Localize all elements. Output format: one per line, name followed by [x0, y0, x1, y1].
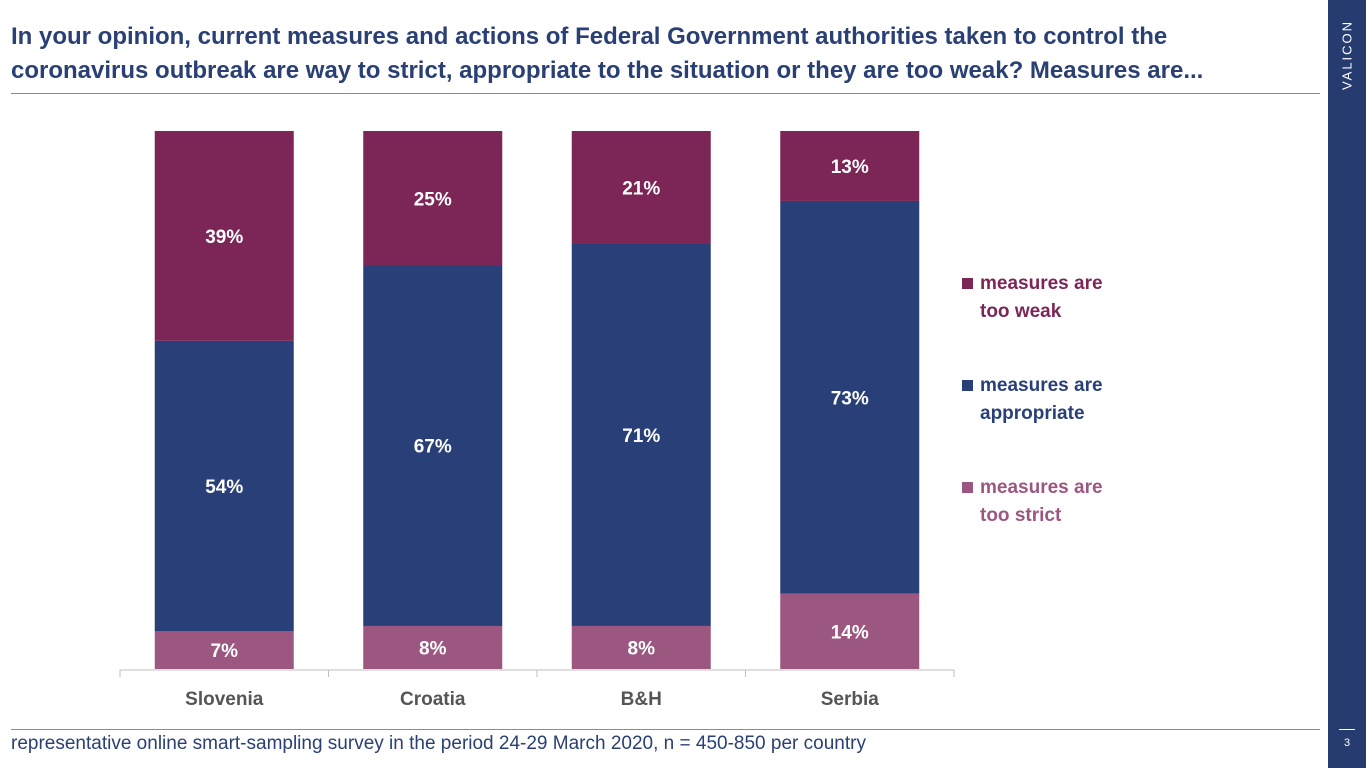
- x-tick-label: Serbia: [821, 689, 880, 710]
- data-label: 73%: [831, 388, 869, 409]
- data-label: 25%: [414, 189, 452, 210]
- legend-swatch-too-weak: [962, 278, 973, 289]
- bar-segment: [363, 625, 503, 669]
- footer-divider: [11, 729, 1320, 730]
- data-label: 13%: [831, 157, 869, 178]
- legend-label-too-weak: measures are too weak: [980, 273, 1103, 322]
- page-number: 3: [1343, 737, 1351, 749]
- bar-segment: [154, 631, 294, 669]
- bar-segment: [154, 340, 294, 632]
- footnote: representative online smart-sampling sur…: [11, 733, 866, 754]
- x-tick-label: B&H: [621, 689, 662, 710]
- bar-segment: [571, 243, 711, 626]
- data-label: 8%: [628, 638, 656, 659]
- data-label: 8%: [419, 638, 447, 659]
- data-label: 21%: [622, 178, 660, 199]
- x-tick-label: Slovenia: [185, 689, 264, 710]
- bar-segment: [780, 593, 920, 669]
- data-label: 39%: [205, 227, 243, 248]
- legend-item-appropriate: measures are appropriate: [962, 372, 1162, 428]
- bar-segment: [571, 625, 711, 669]
- data-label: 14%: [831, 622, 869, 643]
- legend-item-too-strict: measures are too strict: [962, 474, 1162, 530]
- data-label: 7%: [211, 641, 239, 662]
- legend-swatch-too-strict: [962, 482, 973, 493]
- legend-label-appropriate: measures are appropriate: [980, 375, 1103, 424]
- data-label: 67%: [414, 437, 452, 458]
- chart-title: In your opinion, current measures and ac…: [11, 23, 1204, 84]
- bar-segment: [780, 200, 920, 594]
- legend: measures are too weak measures are appro…: [962, 270, 1162, 576]
- brand-sidebar: [1328, 0, 1366, 768]
- bar-segment: [363, 131, 503, 266]
- x-tick-label: Croatia: [400, 689, 466, 710]
- bar-segment: [363, 265, 503, 626]
- data-label: 54%: [205, 477, 243, 498]
- bar-segment: [154, 131, 294, 341]
- data-label: 71%: [622, 426, 660, 447]
- bar-segment: [571, 131, 711, 244]
- legend-label-too-strict: measures are too strict: [980, 477, 1103, 526]
- title-divider: [11, 93, 1320, 94]
- bar-segment: [780, 131, 920, 201]
- page-number-divider: [1339, 729, 1355, 730]
- legend-item-too-weak: measures are too weak: [962, 270, 1162, 326]
- legend-swatch-appropriate: [962, 380, 973, 391]
- brand-logo-text: VALICON: [1339, 19, 1355, 91]
